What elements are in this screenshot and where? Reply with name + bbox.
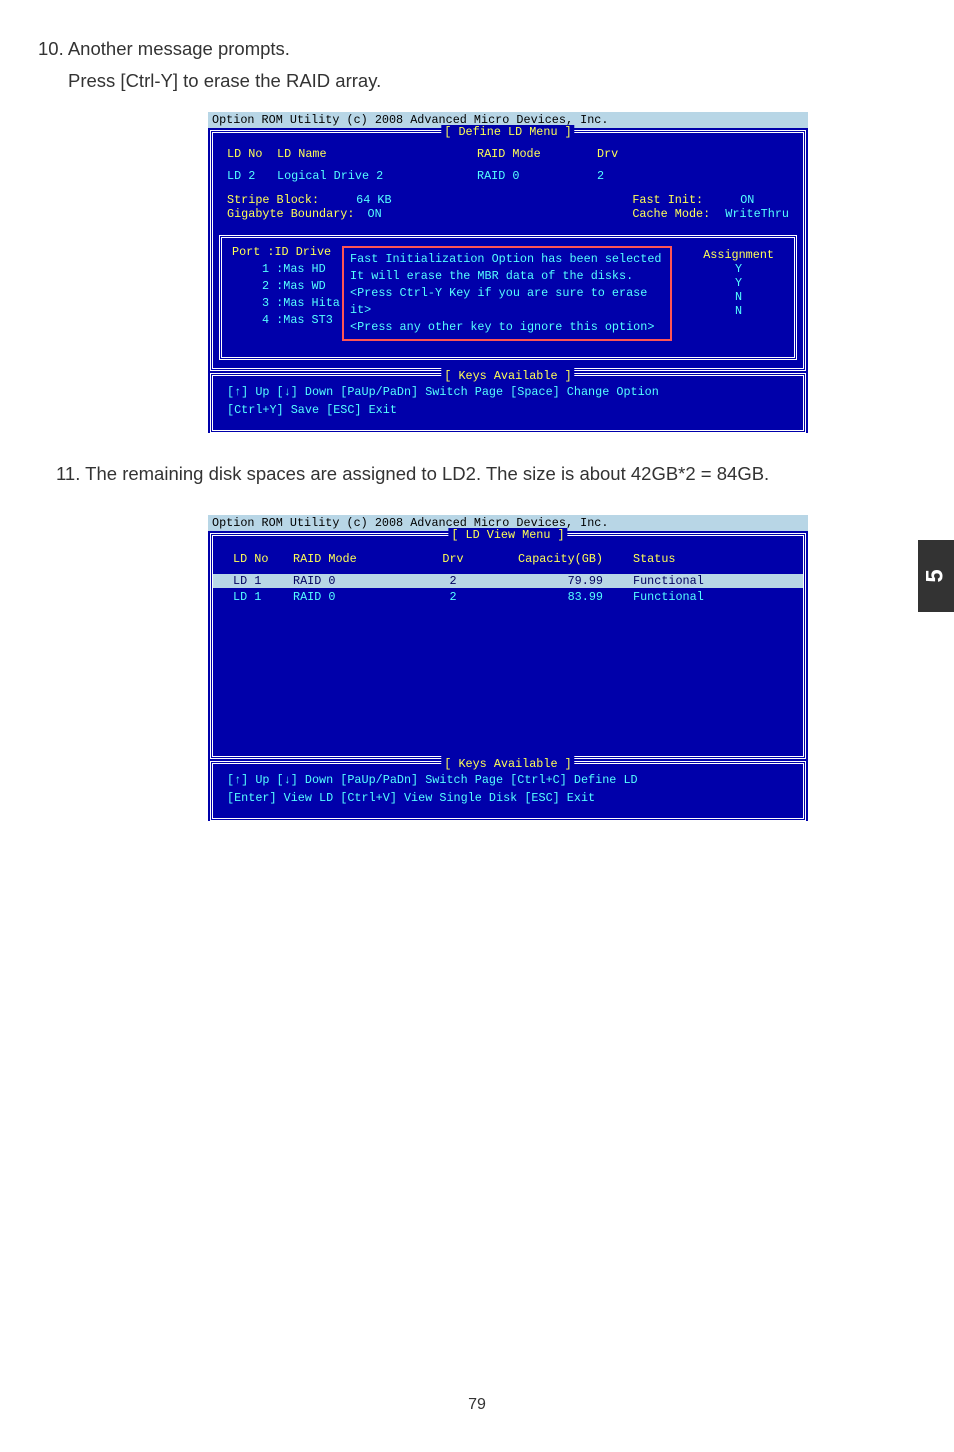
bios-screenshot-2: Option ROM Utility (c) 2008 Advanced Mic… — [208, 515, 808, 820]
h-drv: Drv — [423, 552, 483, 566]
cache-val: WriteThru — [725, 207, 789, 221]
drive-block: Port :ID Drive 1 :Mas HD 2 :Mas WD 3 :Ma… — [232, 244, 784, 329]
hdr-ldname: LD Name — [277, 147, 477, 161]
bios1-keys-l2: [Ctrl+Y] Save [ESC] Exit — [227, 402, 789, 420]
hdr-raidmode: RAID Mode — [477, 147, 597, 161]
bios1-keys-l1: [↑] Up [↓] Down [PaUp/PaDn] Switch Page … — [227, 384, 789, 402]
bios1-header-row: LD No LD Name RAID Mode Drv — [227, 147, 789, 161]
hdr-drv: Drv — [597, 147, 677, 161]
page-number: 79 — [468, 1396, 486, 1414]
r1-drv: 2 — [423, 574, 483, 588]
bios1-modal: Fast Initialization Option has been sele… — [342, 246, 672, 341]
bios2-row-2[interactable]: LD 1 RAID 0 2 83.99 Functional — [213, 590, 803, 604]
chapter-tab: 5 — [918, 540, 954, 612]
hdr-ldno: LD No — [227, 147, 277, 161]
bios1-params: Stripe Block: 64 KB Gigabyte Boundary: O… — [227, 193, 789, 221]
step10-number: 10. — [38, 38, 64, 59]
bios1-keys-label: [ Keys Available ] — [441, 368, 574, 386]
r1-status: Functional — [623, 574, 743, 588]
bios2-keys-l1: [↑] Up [↓] Down [PaUp/PaDn] Switch Page … — [227, 772, 789, 790]
modal-l4: <Press any other key to ignore this opti… — [350, 319, 664, 336]
bios1-main-panel: [ Define LD Menu ] LD No LD Name RAID Mo… — [210, 130, 806, 371]
bios1-drives-panel: Port :ID Drive 1 :Mas HD 2 :Mas WD 3 :Ma… — [219, 235, 797, 360]
row-ldno: LD 2 — [227, 169, 277, 183]
h-ldno: LD No — [213, 552, 293, 566]
modal-l2: It will erase the MBR data of the disks. — [350, 268, 664, 285]
assign-3: N — [703, 290, 774, 304]
h-raid: RAID Mode — [293, 552, 423, 566]
r2-raid: RAID 0 — [293, 590, 423, 604]
bios2-main-panel: [ LD View Menu ] LD No RAID Mode Drv Cap… — [210, 533, 806, 759]
row-raidmode: RAID 0 — [477, 169, 597, 183]
assign-4: N — [703, 304, 774, 318]
assign-2: Y — [703, 276, 774, 290]
bios2-keys-panel: [ Keys Available ] [↑] Up [↓] Down [PaUp… — [210, 761, 806, 820]
bios-screenshot-1: Option ROM Utility (c) 2008 Advanced Mic… — [208, 112, 808, 433]
r2-status: Functional — [623, 590, 743, 604]
step11-text: The remaining disk spaces are assigned t… — [85, 463, 769, 484]
bios1-keys-panel: [ Keys Available ] [↑] Up [↓] Down [PaUp… — [210, 373, 806, 432]
h-cap: Capacity(GB) — [483, 552, 623, 566]
modal-l1: Fast Initialization Option has been sele… — [350, 251, 664, 268]
gig-label: Gigabyte Boundary: — [227, 207, 354, 221]
bios2-row-1-selected[interactable]: LD 1 RAID 0 2 79.99 Functional — [213, 574, 803, 588]
step10-line1: 10. Another message prompts. — [38, 36, 954, 62]
r1-cap: 79.99 — [483, 574, 623, 588]
row-ldname: Logical Drive 2 — [277, 169, 477, 183]
assign-1: Y — [703, 262, 774, 276]
assign-hdr: Assignment — [703, 248, 774, 262]
r1-ld: LD 1 — [213, 574, 293, 588]
h-status: Status — [623, 552, 743, 566]
bios2-view-label: [ LD View Menu ] — [448, 528, 567, 542]
bios2-keys-label: [ Keys Available ] — [441, 756, 574, 774]
bios2-keys-l2: [Enter] View LD [Ctrl+V] View Single Dis… — [227, 790, 789, 808]
stripe-label: Stripe Block: — [227, 193, 319, 207]
step10-text-b: Press [Ctrl-Y] to erase the RAID array. — [68, 68, 954, 94]
step11-block: 11. The remaining disk spaces are assign… — [56, 461, 876, 488]
r1-raid: RAID 0 — [293, 574, 423, 588]
stripe-val: 64 KB — [356, 193, 391, 207]
gig-val: ON — [368, 207, 382, 221]
r2-ld: LD 1 — [213, 590, 293, 604]
fast-label: Fast Init: — [632, 193, 703, 207]
bios1-define-label: [ Define LD Menu ] — [441, 125, 574, 139]
fast-val: ON — [740, 193, 754, 207]
r2-cap: 83.99 — [483, 590, 623, 604]
step10-text-a: Another message prompts. — [68, 38, 290, 59]
bios1-data-row: LD 2 Logical Drive 2 RAID 0 2 — [227, 169, 789, 183]
cache-label: Cache Mode: — [632, 207, 710, 221]
step11-number: 11. — [56, 463, 80, 484]
r2-drv: 2 — [423, 590, 483, 604]
assignment-column: Assignment Y Y N N — [703, 248, 774, 318]
row-drv: 2 — [597, 169, 677, 183]
chapter-number: 5 — [922, 569, 950, 582]
bios2-header-row: LD No RAID Mode Drv Capacity(GB) Status — [213, 552, 803, 566]
bios2-empty-space — [213, 606, 803, 756]
modal-l3: <Press Ctrl-Y Key if you are sure to era… — [350, 285, 664, 319]
